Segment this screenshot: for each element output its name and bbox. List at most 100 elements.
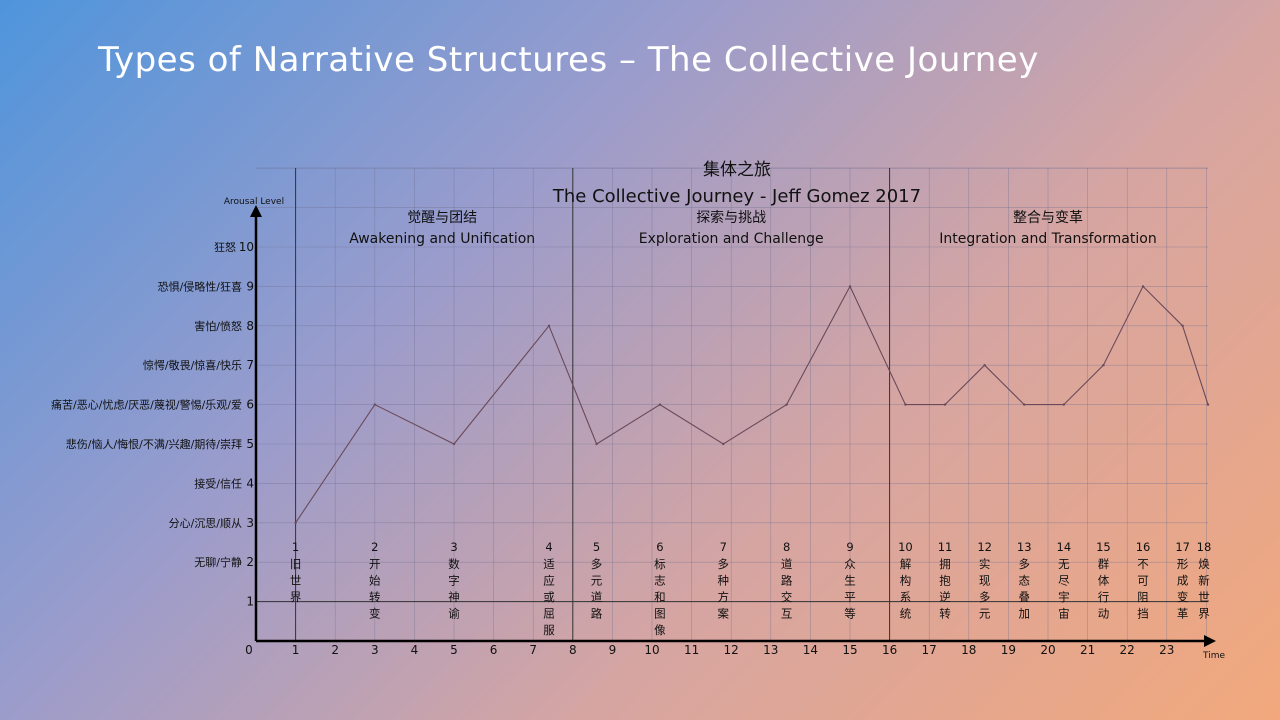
y-tick-number: 4: [246, 476, 254, 490]
journey-point: [595, 442, 598, 446]
x-tick-label: 7: [529, 643, 537, 657]
stage-char: 挡: [1137, 607, 1149, 621]
y-tick-number: 7: [246, 358, 254, 372]
journey-point: [373, 403, 376, 406]
x-tick-label: 15: [842, 643, 857, 657]
journey-point: [904, 403, 907, 406]
stage-char: 构: [900, 574, 912, 588]
stage-char: 图: [654, 607, 666, 621]
stage-char: 形: [1177, 557, 1189, 571]
journey-point: [1141, 285, 1145, 288]
x-tick-label: 14: [803, 643, 818, 657]
stage-number: 14: [1057, 540, 1072, 554]
stage-number: 3: [450, 540, 457, 554]
y-tick-label: 恐惧/侵略性/狂喜: [158, 279, 242, 293]
journey-point: [547, 324, 551, 327]
stage-char: 界: [290, 590, 302, 604]
stage-char: 路: [591, 607, 603, 621]
journey-point: [452, 442, 456, 446]
journey-point: [1181, 324, 1184, 327]
phase-label-zh: 探索与挑战: [696, 209, 766, 226]
stage-char: 无: [1058, 557, 1070, 571]
x-tick-label: 2: [331, 643, 339, 657]
journey-point: [983, 364, 986, 367]
x-tick-label: 18: [961, 643, 976, 657]
stage-char: 焕: [1198, 557, 1210, 571]
stage-char: 可: [1137, 574, 1149, 588]
x-tick-label: 12: [724, 643, 739, 657]
stage-number: 1: [292, 540, 299, 554]
journey-point: [1102, 364, 1105, 367]
phase-label-zh: 觉醒与团结: [407, 210, 477, 226]
stage-char: 宇: [1058, 590, 1070, 604]
y-tick-number: 8: [246, 319, 254, 333]
y-axis-arrow-icon: [250, 205, 262, 217]
x-tick-label: 13: [763, 643, 778, 657]
stage-char: 变: [1177, 590, 1189, 604]
y-tick-number: 2: [246, 555, 254, 569]
stage-number: 17: [1175, 540, 1190, 554]
x-tick-label: 9: [609, 643, 617, 657]
journey-point: [848, 285, 852, 288]
stage-char: 种: [718, 574, 730, 588]
x-tick-label: 8: [569, 643, 577, 657]
y-tick-label: 惊愕/敬畏/惊喜/快乐: [143, 358, 242, 372]
stage-number: 16: [1136, 540, 1151, 554]
stage-char: 道: [591, 590, 603, 604]
x-tick-label: 17: [922, 643, 937, 657]
stage-char: 世: [1198, 590, 1210, 604]
stage-char: 逆: [939, 590, 951, 604]
x-axis-label: Time: [1202, 651, 1225, 661]
y-tick-number: 3: [246, 516, 254, 530]
journey-point: [1023, 403, 1026, 406]
y-tick-number: 9: [246, 279, 254, 293]
y-axis-label: Arousal Level: [224, 197, 284, 207]
y-tick-number: 1: [246, 595, 254, 609]
stage-char: 世: [290, 574, 302, 588]
stage-number: 15: [1096, 540, 1111, 554]
stage-char: 平: [844, 590, 856, 604]
slide-title: Types of Narrative Structures – The Coll…: [98, 40, 1039, 80]
stage-char: 道: [781, 557, 793, 571]
y-tick-label: 接受/信任: [194, 477, 242, 490]
stage-char: 神: [448, 590, 460, 604]
x-tick-label: 20: [1040, 643, 1055, 657]
stage-number: 8: [783, 540, 790, 554]
journey-point: [1206, 403, 1210, 406]
x-tick-label: 16: [882, 643, 897, 657]
stage-char: 群: [1098, 557, 1110, 571]
stage-char: 转: [939, 607, 951, 621]
y-tick-label: 分心/沉思/顺从: [169, 517, 242, 530]
phase-label-zh: 整合与变革: [1013, 210, 1083, 226]
stage-char: 阻: [1137, 590, 1149, 604]
x-tick-label: 19: [1001, 643, 1016, 657]
stage-char: 志: [654, 574, 666, 588]
stage-char: 始: [369, 574, 381, 588]
stage-char: 转: [369, 590, 381, 604]
y-tick-label: 狂怒: [214, 240, 236, 254]
stage-number: 4: [545, 540, 552, 554]
x-axis-arrow-icon: [1204, 635, 1216, 647]
stage-char: 界: [1198, 607, 1210, 621]
journey-point: [943, 403, 947, 406]
stage-number: 9: [846, 540, 853, 554]
stage-char: 解: [900, 557, 912, 571]
stage-number: 12: [977, 540, 992, 554]
stage-char: 实: [979, 557, 991, 571]
stage-char: 多: [979, 590, 991, 604]
stage-char: 交: [781, 590, 793, 604]
x-tick-label: 6: [490, 643, 498, 657]
stage-char: 成: [1177, 574, 1189, 588]
journey-point: [294, 521, 297, 524]
journey-line: [295, 285, 1209, 524]
stage-char: 数: [448, 557, 460, 571]
stage-char: 众: [844, 557, 856, 571]
y-tick-number: 10: [239, 240, 254, 254]
x-tick-label: 11: [684, 643, 699, 657]
stage-number: 11: [938, 540, 953, 554]
stage-char: 应: [543, 574, 555, 588]
journey-point: [785, 403, 788, 406]
y-tick-number: 5: [246, 437, 254, 451]
x-tick-label: 3: [371, 643, 379, 657]
